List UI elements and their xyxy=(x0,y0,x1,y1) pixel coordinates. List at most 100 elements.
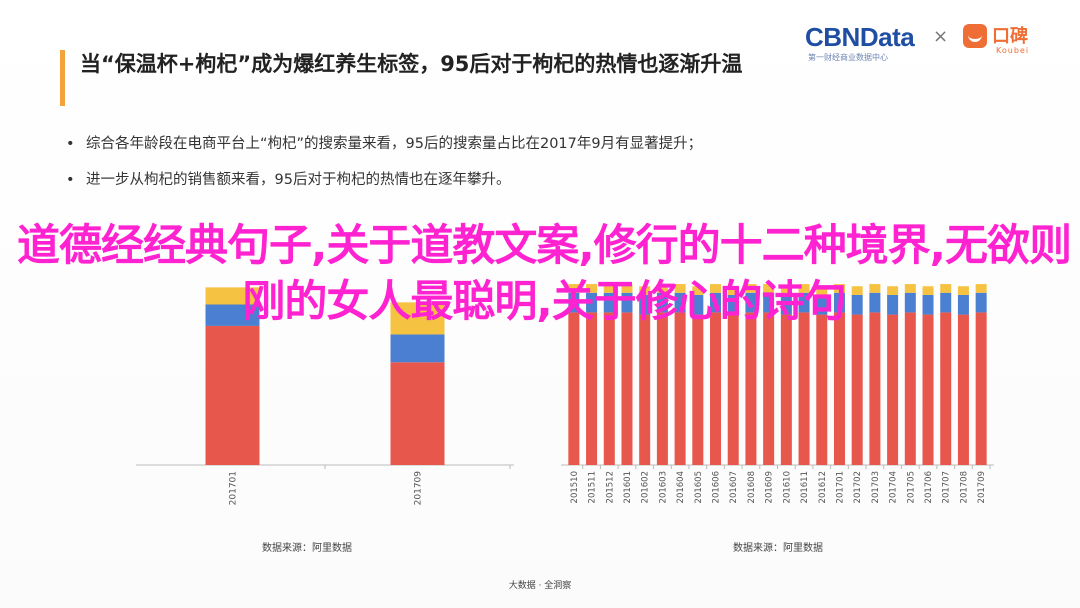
bar-segment-201703-s1 xyxy=(869,292,881,313)
bar-segment-201707-s2 xyxy=(940,284,952,293)
x-tick-label-201608: 201608 xyxy=(747,471,757,503)
slide-title: 当“保温杯+枸杞”成为爆红养生标签，95后对于枸杞的热情也逐渐升温 xyxy=(80,52,743,76)
bar-segment-201709-s1 xyxy=(975,292,987,313)
bar-segment-201701-s0 xyxy=(205,325,260,465)
bar-segment-201602-s1 xyxy=(639,294,651,315)
bar-segment-201510-s2 xyxy=(568,284,580,293)
x-tick-label-201702: 201702 xyxy=(853,471,863,503)
bar-segment-201512-s0 xyxy=(603,312,615,465)
bar-segment-201612-s0 xyxy=(816,314,828,465)
bar-segment-201706-s0 xyxy=(922,314,934,465)
title-accent-bar xyxy=(60,50,65,106)
x-tick-label-201709: 201709 xyxy=(414,471,424,506)
bar-segment-201606-s1 xyxy=(710,292,722,313)
bar-segment-201709-s0 xyxy=(390,362,445,465)
bar-segment-201610-s1 xyxy=(780,294,792,315)
x-tick-label-201512: 201512 xyxy=(605,471,615,503)
bar-segment-201705-s1 xyxy=(904,292,916,313)
bar-segment-201701-s2 xyxy=(205,287,260,305)
bullet-list: 综合各年龄段在电商平台上“枸杞”的搜索量来看，95后的搜索量占比在2017年9月… xyxy=(66,126,702,198)
x-tick-label-201609: 201609 xyxy=(765,471,775,503)
bar-segment-201708-s0 xyxy=(957,314,969,465)
bar-segment-201705-s0 xyxy=(904,312,916,465)
bar-segment-201701-s1 xyxy=(833,292,845,313)
bar-segment-201706-s1 xyxy=(922,294,934,315)
bar-segment-201609-s1 xyxy=(763,292,775,313)
bar-segment-201704-s2 xyxy=(887,286,899,295)
overlay-caption: 道德经经典句子,关于道教文案,修行的十二种境界,无欲则刚的女人最聪明,关于修心的… xyxy=(16,221,1072,327)
footer-slogan: 大数据 · 全洞察 xyxy=(508,581,572,591)
chart-right: 201510 201511 201512 201601 201602 201603 2016… xyxy=(561,284,994,503)
x-tick-label-201601: 201601 xyxy=(623,471,633,503)
bar-segment-201602-s2 xyxy=(639,286,651,295)
bar-segment-201510-s1 xyxy=(568,292,580,313)
x-tick-label-201610: 201610 xyxy=(782,471,792,503)
x-tick-label-201603: 201603 xyxy=(658,471,668,503)
x-tick-label-201607: 201607 xyxy=(729,471,739,503)
x-tick-label-201709: 201709 xyxy=(977,471,987,503)
chart-left-source: 数据来源：阿里数据 xyxy=(262,543,352,554)
bar-segment-201603-s0 xyxy=(656,312,668,465)
x-tick-label-201708: 201708 xyxy=(959,471,969,503)
bar-segment-201512-s2 xyxy=(603,284,615,293)
bar-segment-201605-s2 xyxy=(692,286,704,295)
chart-left: 201701 201709 xyxy=(136,287,514,506)
bar-segment-201701-s1 xyxy=(205,304,260,326)
bar-segment-201605-s0 xyxy=(692,314,704,465)
x-tick-label-201705: 201705 xyxy=(906,471,916,503)
x-tick-label-201703: 201703 xyxy=(871,471,881,503)
bar-segment-201709-s1 xyxy=(390,334,445,363)
bar-segment-201602-s0 xyxy=(639,314,651,465)
koubei-logo-subtitle: Koubei xyxy=(996,46,1030,55)
bar-segment-201607-s1 xyxy=(727,294,739,315)
bar-segment-201511-s0 xyxy=(586,312,598,465)
x-tick-label-201606: 201606 xyxy=(712,471,722,503)
x-tick-label-201611: 201611 xyxy=(800,471,810,503)
bar-segment-201708-s2 xyxy=(957,286,969,295)
x-tick-label-201604: 201604 xyxy=(676,471,686,503)
x-tick-label-201612: 201612 xyxy=(818,471,828,503)
bar-segment-201607-s2 xyxy=(727,286,739,295)
bar-segment-201603-s1 xyxy=(656,292,668,313)
bar-segment-201604-s0 xyxy=(674,312,686,465)
bar-segment-201608-s0 xyxy=(745,312,757,465)
bar-segment-201709-s0 xyxy=(975,312,987,465)
bar-segment-201607-s0 xyxy=(727,314,739,465)
bar-segment-201610-s0 xyxy=(780,314,792,465)
x-tick-label-201707: 201707 xyxy=(942,471,952,503)
bar-segment-201606-s2 xyxy=(710,284,722,293)
bar-segment-201611-s1 xyxy=(798,292,810,313)
x-tick-label-201511: 201511 xyxy=(588,471,598,503)
x-tick-label-201701: 201701 xyxy=(835,471,845,503)
bar-segment-201601-s0 xyxy=(621,312,633,465)
bar-segment-201605-s1 xyxy=(692,294,704,315)
bar-segment-201510-s0 xyxy=(568,312,580,465)
bar-segment-201709-s2 xyxy=(390,302,445,335)
cbndata-logo-subtitle: 第一财经商业数据中心 xyxy=(808,53,888,62)
bar-segment-201708-s1 xyxy=(957,294,969,315)
bar-segment-201610-s2 xyxy=(780,286,792,295)
bar-segment-201701-s2 xyxy=(833,284,845,293)
x-tick-label-201510: 201510 xyxy=(570,471,580,503)
bar-segment-201612-s1 xyxy=(816,294,828,315)
x-tick-label-201701: 201701 xyxy=(229,471,239,505)
chart-right-source: 数据来源：阿里数据 xyxy=(733,543,823,554)
bar-segment-201704-s0 xyxy=(887,314,899,465)
koubei-logo: 口碑 xyxy=(992,26,1028,47)
bar-segment-201707-s1 xyxy=(940,292,952,313)
bar-segment-201611-s0 xyxy=(798,312,810,465)
cbndata-logo: CBNData xyxy=(805,22,915,52)
bullet-item: 进一步从枸杞的销售额来看，95后对于枸杞的热情也在逐年攀升。 xyxy=(66,162,702,198)
bar-segment-201601-s1 xyxy=(621,292,633,313)
bar-segment-201703-s0 xyxy=(869,312,881,465)
bar-segment-201511-s1 xyxy=(586,292,598,313)
x-tick-label-201706: 201706 xyxy=(924,471,934,503)
bar-segment-201704-s1 xyxy=(887,294,899,315)
x-tick-label-201605: 201605 xyxy=(694,471,704,503)
bar-segment-201707-s0 xyxy=(940,312,952,465)
bar-segment-201706-s2 xyxy=(922,286,934,295)
bar-segment-201609-s0 xyxy=(763,312,775,465)
bar-segment-201611-s2 xyxy=(798,284,810,293)
bar-segment-201609-s2 xyxy=(763,284,775,293)
bar-segment-201512-s1 xyxy=(603,292,615,313)
